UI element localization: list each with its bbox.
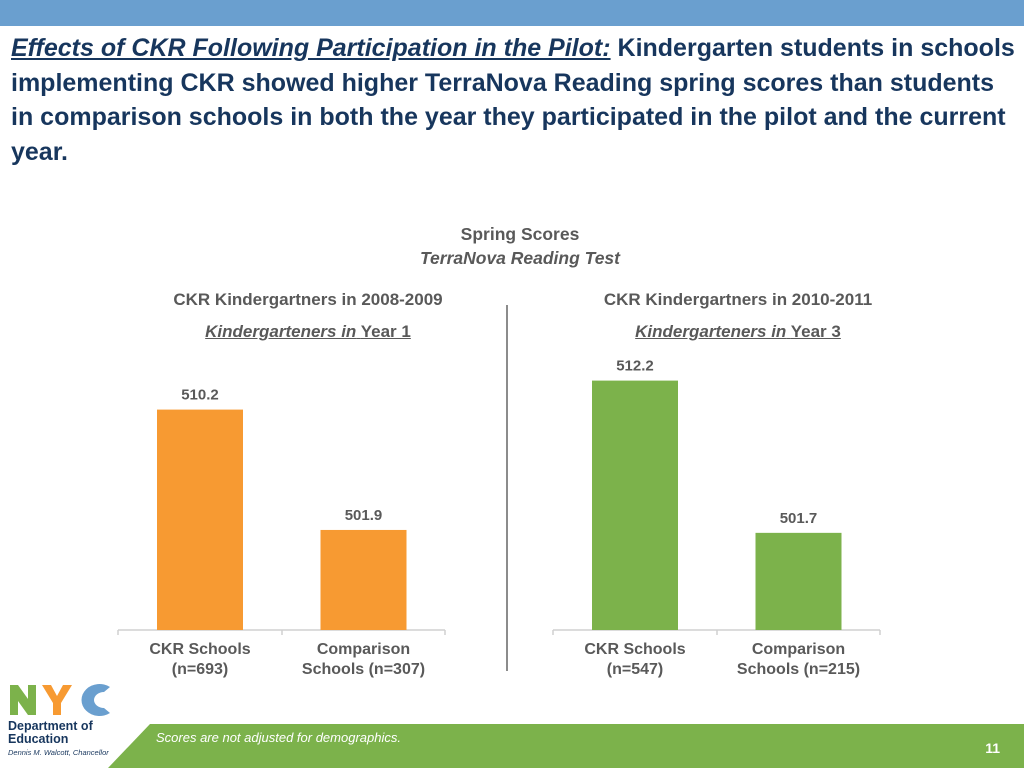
panel-subtitle-right-italic: Kindergarteners in bbox=[635, 322, 787, 341]
logo-letter-c bbox=[81, 684, 110, 716]
category-label-line: Schools (n=307) bbox=[301, 661, 426, 678]
nyc-logo bbox=[8, 683, 112, 722]
category-label-line: (n=547) bbox=[606, 661, 664, 678]
slide-headline: Effects of CKR Following Participation i… bbox=[11, 31, 1016, 169]
bar-value-label: 510.2 bbox=[181, 387, 219, 404]
panel-divider bbox=[506, 305, 508, 671]
bar-value-label: 501.7 bbox=[780, 510, 818, 527]
chart-header: Spring Scores TerraNova Reading Test bbox=[320, 222, 720, 270]
panel-subtitle-left: Kindergarteners in Year 1 bbox=[88, 322, 528, 342]
panel-title-right: CKR Kindergartners in 2010-2011 bbox=[603, 290, 873, 309]
headline-body: Kindergarten students in schools impleme… bbox=[11, 34, 1015, 166]
bar bbox=[755, 532, 842, 630]
category-label-line: (n=693) bbox=[171, 661, 229, 678]
logo-chancellor: Dennis M. Walcott, Chancellor bbox=[8, 748, 109, 757]
bar bbox=[320, 529, 407, 630]
bar-chart-1: 510.2 501.9 bbox=[117, 387, 446, 635]
category-label: Comparison Schools (n=215) bbox=[709, 640, 889, 680]
chart-title: Spring Scores bbox=[460, 224, 580, 244]
bottom-bar bbox=[108, 724, 1024, 768]
panel-subtitle-right-rest: Year 3 bbox=[790, 322, 841, 341]
category-label: Comparison Schools (n=307) bbox=[274, 640, 454, 680]
nyc-logo-mark-icon bbox=[10, 684, 110, 716]
chart-subtitle: TerraNova Reading Test bbox=[419, 248, 620, 268]
bar-value-label: 512.2 bbox=[616, 358, 654, 375]
footnote: Scores are not adjusted for demographics… bbox=[156, 730, 401, 745]
panel-subtitle-right: Kindergarteners in Year 3 bbox=[518, 322, 958, 342]
panel-subtitle-left-italic: Kindergarteners in bbox=[205, 322, 357, 341]
headline-lead: Effects of CKR Following Participation i… bbox=[11, 34, 611, 62]
bar bbox=[157, 409, 243, 630]
category-label-line: Schools (n=215) bbox=[736, 661, 861, 678]
bar bbox=[592, 380, 678, 630]
panel-subtitle-left-rest: Year 1 bbox=[360, 322, 411, 341]
category-label-line: Comparison bbox=[751, 641, 846, 658]
category-label: CKR Schools (n=693) bbox=[110, 640, 290, 680]
panel-title-left: CKR Kindergartners in 2008-2009 bbox=[173, 290, 443, 309]
logo-letter-n bbox=[10, 685, 36, 715]
logo-letter-y bbox=[42, 685, 72, 715]
logo-department: Department of Education bbox=[8, 719, 93, 746]
category-label-line: CKR Schools bbox=[584, 641, 686, 658]
category-label-line: CKR Schools bbox=[149, 641, 251, 658]
top-bar bbox=[0, 0, 1024, 26]
category-label: CKR Schools (n=547) bbox=[545, 640, 725, 680]
bar-chart-2: 512.2 501.7 bbox=[552, 358, 881, 635]
page-number: 11 bbox=[985, 740, 1000, 756]
category-label-line: Comparison bbox=[316, 641, 411, 658]
bar-value-label: 501.9 bbox=[345, 507, 383, 524]
